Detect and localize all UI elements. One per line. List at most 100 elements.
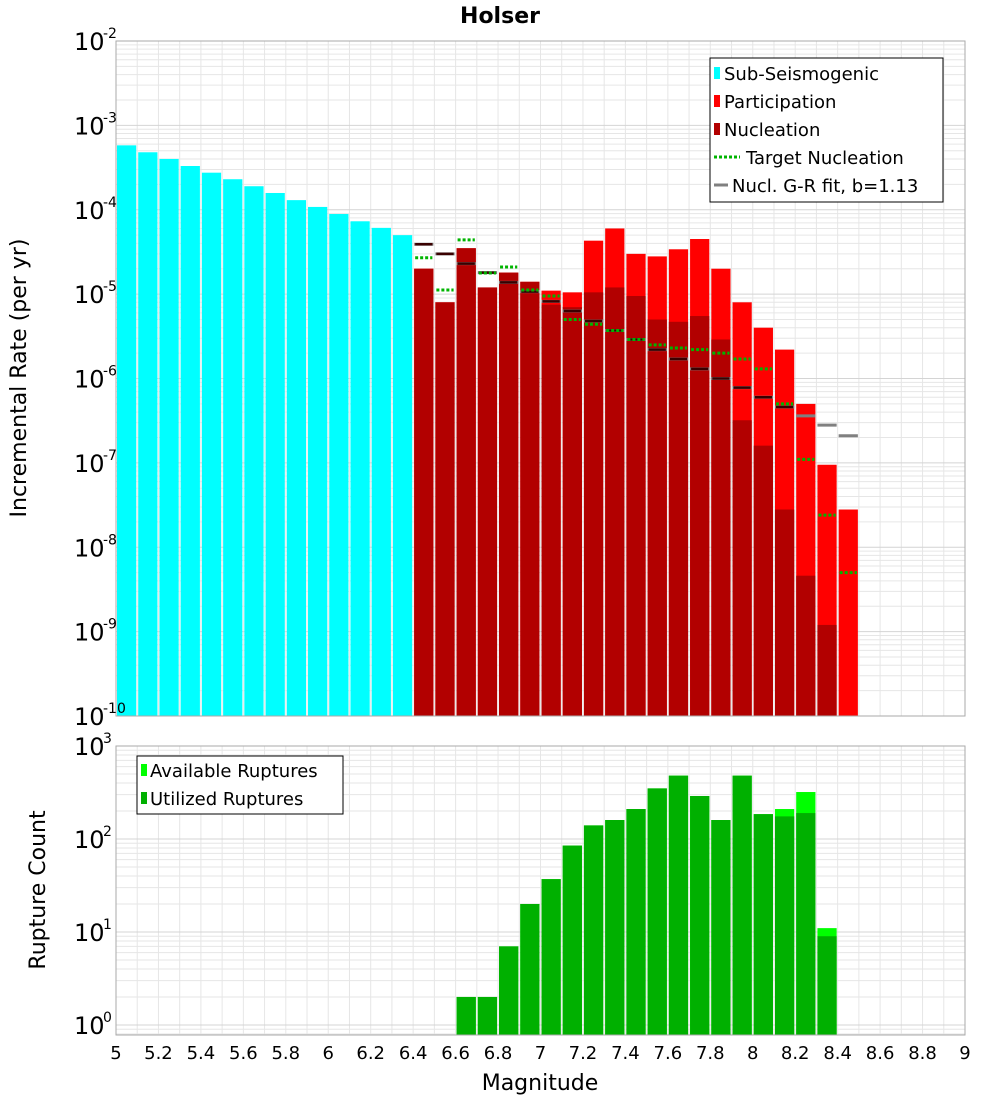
x-tick-label: 8.6: [866, 1043, 895, 1064]
y-tick-base: 10: [74, 534, 105, 562]
bottom-y-axis-label: Rupture Count: [26, 810, 51, 970]
legend-label: Nucl. G-R fit, b=1.13: [732, 176, 918, 197]
utilized-ruptures-bar: [605, 820, 625, 1035]
x-axis-label: Magnitude: [482, 1071, 599, 1096]
nucleation-bar: [605, 287, 625, 716]
nucleation-bar: [732, 420, 752, 716]
y-tick-base: 10: [74, 197, 105, 225]
x-tick-label: 8.4: [823, 1043, 852, 1064]
utilized-ruptures-bar: [499, 946, 519, 1035]
nucleation-bar: [477, 287, 498, 716]
y-tick-base: 10: [74, 619, 105, 647]
nucleation-bar: [541, 304, 561, 716]
top-y-axis-label: Incremental Rate (per yr): [7, 239, 32, 518]
y-tick-label: 103: [74, 731, 112, 761]
y-tick-label: 101: [74, 917, 112, 947]
x-tick-label: 6.4: [399, 1043, 428, 1064]
utilized-ruptures-bar: [456, 996, 476, 1035]
x-tick-label: 5.4: [187, 1043, 216, 1064]
sub-seismogenic-bar: [180, 166, 200, 717]
utilized-ruptures-bar: [732, 775, 752, 1035]
x-tick-label: 7: [535, 1043, 546, 1064]
legend-label: Participation: [724, 92, 836, 113]
y-tick-exponent: -2: [103, 26, 117, 42]
utilized-ruptures-bar: [668, 775, 689, 1035]
legend-label: Utilized Ruptures: [150, 789, 303, 810]
sub-seismogenic-bar: [392, 235, 413, 716]
y-tick-base: 10: [74, 1012, 105, 1040]
participation-bar: [838, 509, 858, 716]
x-tick-label: 7.8: [696, 1043, 725, 1064]
legend-label: Target Nucleation: [745, 148, 904, 169]
utilized-ruptures-bar: [753, 814, 773, 1035]
legend-label: Nucleation: [724, 120, 820, 141]
x-tick-label: 8: [747, 1043, 758, 1064]
y-tick-label: 10-6: [74, 364, 117, 394]
nucleation-bar: [435, 302, 455, 716]
legend-swatch: [714, 123, 720, 135]
legend-label: Sub-Seismogenic: [724, 64, 879, 85]
y-tick-exponent: -8: [103, 532, 117, 548]
nucleation-bar: [520, 281, 540, 716]
legend-swatch: [714, 95, 720, 107]
sub-seismogenic-bar: [371, 227, 391, 716]
utilized-ruptures-bar: [626, 809, 646, 1035]
utilized-ruptures-bar: [690, 795, 710, 1035]
x-tick-label: 5: [110, 1043, 121, 1064]
bottom-plot-frame: [115, 745, 966, 1036]
x-tick-label: 7.2: [569, 1043, 598, 1064]
y-tick-exponent: 3: [103, 731, 112, 747]
sub-seismogenic-bar: [201, 172, 222, 717]
y-tick-exponent: -6: [103, 364, 117, 380]
nucleation-bar: [456, 248, 476, 717]
x-tick-label: 6: [323, 1043, 334, 1064]
y-tick-label: 10-2: [74, 26, 117, 56]
sub-seismogenic-bar: [223, 179, 243, 716]
legend-swatch: [714, 67, 720, 79]
legend-swatch: [141, 792, 147, 804]
nucleation-bar: [626, 296, 646, 716]
y-tick-label: 10-4: [74, 195, 117, 225]
legend-swatch: [141, 764, 147, 776]
utilized-ruptures-bar: [796, 813, 816, 1035]
bottom-legend: Available Ruptures Utilized Ruptures: [136, 755, 344, 815]
x-tick-label: 5.8: [271, 1043, 300, 1064]
y-tick-exponent: -4: [103, 195, 117, 211]
nucleation-bar: [774, 509, 795, 716]
sub-seismogenic-bar: [329, 214, 349, 717]
y-tick-label: 10-7: [74, 448, 117, 478]
utilized-ruptures-bar: [817, 936, 837, 1035]
nucleation-bar: [647, 319, 667, 716]
nucleation-bar: [668, 321, 689, 716]
utilized-ruptures-bar: [647, 788, 667, 1035]
nucleation-bar: [499, 272, 519, 716]
nucleation-bar: [583, 292, 604, 716]
top-plot-frame: [115, 40, 966, 717]
y-tick-exponent: 1: [103, 917, 112, 933]
y-tick-label: 10-3: [74, 110, 117, 140]
y-tick-label: 10-10: [74, 701, 126, 731]
nucleation-bar: [562, 307, 582, 716]
x-tick-label: 8.2: [781, 1043, 810, 1064]
top-legend-box: [709, 57, 944, 203]
y-tick-base: 10: [74, 281, 105, 309]
utilized-ruptures-bar: [477, 996, 498, 1035]
y-tick-label: 10-8: [74, 532, 117, 562]
x-tick-label: 9: [959, 1043, 970, 1064]
y-tick-exponent: -5: [103, 279, 117, 295]
sub-seismogenic-bar: [159, 158, 179, 717]
y-tick-base: 10: [74, 28, 105, 56]
chart-title: Holser: [460, 4, 540, 29]
utilized-ruptures-bar: [562, 845, 582, 1035]
utilized-ruptures-bar: [520, 903, 540, 1035]
utilized-ruptures-bar: [774, 816, 795, 1035]
y-tick-base: 10: [74, 366, 105, 394]
nucleation-bar: [711, 339, 731, 716]
y-tick-exponent: -3: [103, 110, 117, 126]
x-tick-label: 7.4: [611, 1043, 640, 1064]
sub-seismogenic-bar: [286, 200, 307, 716]
sub-seismogenic-bar: [244, 186, 264, 716]
sub-seismogenic-bar: [350, 221, 370, 716]
nucleation-bar: [690, 316, 710, 716]
